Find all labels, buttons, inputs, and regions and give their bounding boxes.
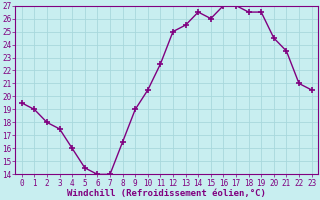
X-axis label: Windchill (Refroidissement éolien,°C): Windchill (Refroidissement éolien,°C)	[67, 189, 266, 198]
